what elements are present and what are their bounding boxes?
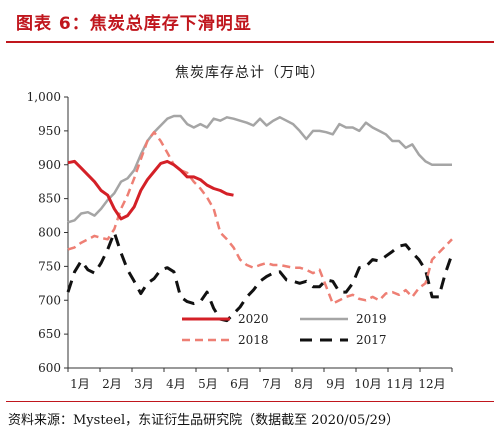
figure-title: 图表 6：焦炭总库存下滑明显: [16, 14, 252, 34]
y-tick-label: 650: [38, 327, 61, 341]
source-note: 资料来源：Mysteel，东证衍生品研究院（数据截至 2020/05/29）: [8, 413, 400, 428]
x-tick-label: 1月: [70, 377, 90, 391]
x-tick-label: 5月: [198, 377, 218, 391]
x-tick-label: 7月: [262, 377, 282, 391]
x-tick-label: 4月: [166, 377, 186, 391]
y-tick-label: 850: [38, 192, 61, 206]
series-line-2017: [66, 231, 454, 323]
x-tick-label: 3月: [134, 377, 154, 391]
series-line-2020: [67, 159, 234, 221]
header-divider: [6, 41, 494, 43]
x-tick-label: 11月: [386, 377, 413, 391]
y-tick-label: 600: [38, 361, 61, 375]
y-tick-label: 950: [38, 124, 61, 138]
y-tick-label: 700: [38, 293, 61, 307]
legend-label-2020: 2020: [238, 312, 269, 326]
legend-label-2019: 2019: [356, 312, 387, 326]
chart-title: 焦炭库存总计（万吨）: [175, 65, 325, 81]
footer-divider: [6, 401, 494, 402]
y-tick-label: 750: [38, 259, 61, 273]
x-tick-label: 10月: [354, 377, 381, 391]
x-tick-label: 8月: [294, 377, 314, 391]
legend-label-2017: 2017: [356, 333, 387, 347]
y-tick-label: 900: [38, 158, 61, 172]
legend-label-2018: 2018: [238, 333, 269, 347]
x-tick-label: 12月: [418, 377, 445, 391]
x-tick-label: 9月: [326, 377, 346, 391]
y-tick-label: 800: [38, 226, 61, 240]
report-header: 图表 6：焦炭总库存下滑明显: [0, 0, 500, 44]
series-line-2018: [67, 130, 453, 305]
x-tick-label: 6月: [230, 377, 250, 391]
y-tick-label: 1,000: [27, 90, 61, 104]
x-tick-label: 2月: [102, 377, 122, 391]
series-line-2019: [67, 114, 452, 224]
